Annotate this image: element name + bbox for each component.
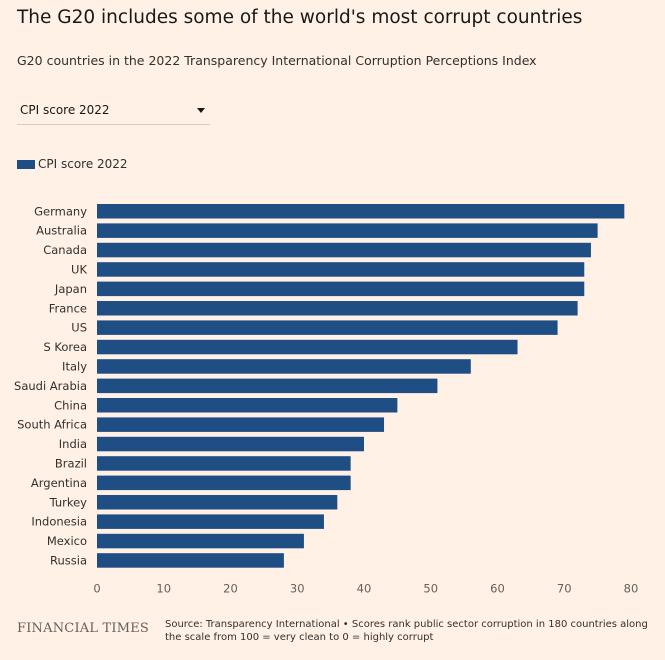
category-label: Mexico <box>47 534 87 548</box>
category-label: Saudi Arabia <box>14 379 87 393</box>
bar[interactable] <box>97 514 324 529</box>
category-label: Russia <box>50 553 87 567</box>
bar-chart: Germany Australia Canada UK Japan France US S K… <box>14 204 639 595</box>
x-tick-label: 30 <box>290 582 305 595</box>
category-label: Canada <box>43 243 87 257</box>
bar[interactable] <box>97 301 578 316</box>
metric-dropdown-value: CPI score 2022 <box>20 103 110 117</box>
bar[interactable] <box>97 378 438 394</box>
category-label: Brazil <box>55 456 87 470</box>
category-label: UK <box>71 262 87 276</box>
x-tick-label: 10 <box>156 582 171 595</box>
page-subtitle: G20 countries in the 2022 Transparency I… <box>17 53 537 68</box>
x-tick-label: 70 <box>557 582 572 595</box>
bar[interactable] <box>97 281 585 297</box>
x-tick-label: 80 <box>624 582 639 595</box>
bar[interactable] <box>97 436 364 452</box>
chevron-down-icon <box>197 108 205 113</box>
bar[interactable] <box>97 398 398 413</box>
bar[interactable] <box>97 242 591 258</box>
bar[interactable] <box>97 475 351 491</box>
category-label: South Africa <box>17 418 87 432</box>
category-label: India <box>59 437 87 451</box>
bar[interactable] <box>97 553 284 568</box>
x-tick-label: 0 <box>93 582 100 595</box>
category-label: Australia <box>36 224 87 238</box>
metric-dropdown[interactable]: CPI score 2022 <box>17 96 210 125</box>
bar[interactable] <box>97 223 598 238</box>
category-label: Germany <box>34 204 87 218</box>
x-tick-label: 50 <box>423 582 438 595</box>
category-label: Japan <box>54 282 87 296</box>
bar[interactable] <box>97 456 351 471</box>
category-label: US <box>71 321 87 335</box>
x-tick-label: 20 <box>223 582 238 595</box>
category-label: France <box>49 301 87 315</box>
bar[interactable] <box>97 262 585 277</box>
x-tick-label: 60 <box>490 582 505 595</box>
legend-swatch <box>17 160 35 169</box>
bar[interactable] <box>97 359 471 374</box>
category-label: S Korea <box>43 340 87 354</box>
bar[interactable] <box>97 495 338 510</box>
bar[interactable] <box>97 204 625 219</box>
bar[interactable] <box>97 533 304 549</box>
category-label: Argentina <box>31 476 87 490</box>
bar[interactable] <box>97 320 558 335</box>
page-title: The G20 includes some of the world's mos… <box>17 7 583 28</box>
legend-label: CPI score 2022 <box>38 157 128 171</box>
source-note: Source: Transparency International • Sco… <box>165 619 648 643</box>
category-label: Indonesia <box>31 515 87 529</box>
bar[interactable] <box>97 339 518 355</box>
ft-logo: FINANCIAL TIMES <box>17 621 150 636</box>
category-label: Turkey <box>49 495 88 509</box>
category-label: China <box>54 398 87 412</box>
bar[interactable] <box>97 417 385 432</box>
category-label: Italy <box>62 359 87 373</box>
x-tick-label: 40 <box>357 582 372 595</box>
